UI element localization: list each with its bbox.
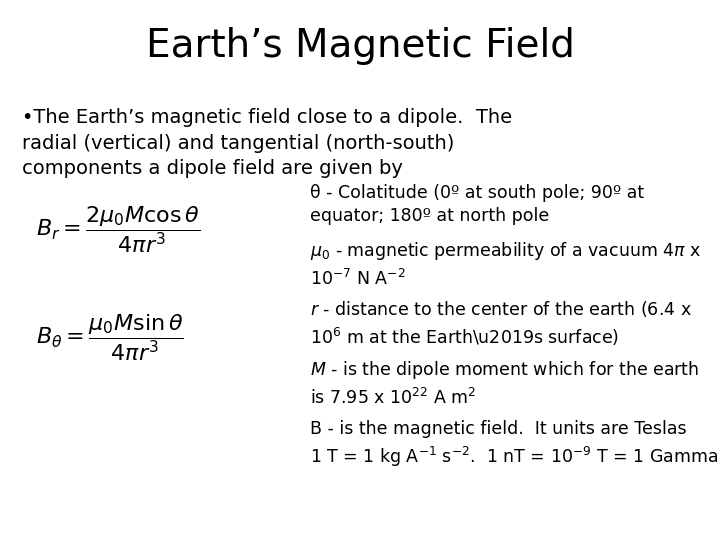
Text: •The Earth’s magnetic field close to a dipole.  The
radial (vertical) and tangen: •The Earth’s magnetic field close to a d… — [22, 108, 512, 179]
Text: $B_\theta = \dfrac{\mu_0 M \sin\theta}{4\pi r^3}$: $B_\theta = \dfrac{\mu_0 M \sin\theta}{4… — [36, 312, 184, 363]
Text: Earth’s Magnetic Field: Earth’s Magnetic Field — [145, 27, 575, 65]
Text: B - is the magnetic field.  It units are Teslas
1 T = 1 kg A$^{-1}$ s$^{-2}$.  1: B - is the magnetic field. It units are … — [310, 420, 718, 469]
Text: $B_r = \dfrac{2\mu_0 M \cos\theta}{4\pi r^3}$: $B_r = \dfrac{2\mu_0 M \cos\theta}{4\pi … — [36, 204, 200, 255]
Text: $\mu_0$ - magnetic permeability of a vacuum $4\pi$ x
10$^{-7}$ N A$^{-2}$: $\mu_0$ - magnetic permeability of a vac… — [310, 240, 701, 289]
Text: $r$ - distance to the center of the earth (6.4 x
10$^6$ m at the Earth\u2019s su: $r$ - distance to the center of the eart… — [310, 299, 691, 348]
Text: $M$ - is the dipole moment which for the earth
is 7.95 x 10$^{22}$ A m$^2$: $M$ - is the dipole moment which for the… — [310, 359, 699, 408]
Text: θ - Colatitude (0º at south pole; 90º at
equator; 180º at north pole: θ - Colatitude (0º at south pole; 90º at… — [310, 184, 644, 225]
